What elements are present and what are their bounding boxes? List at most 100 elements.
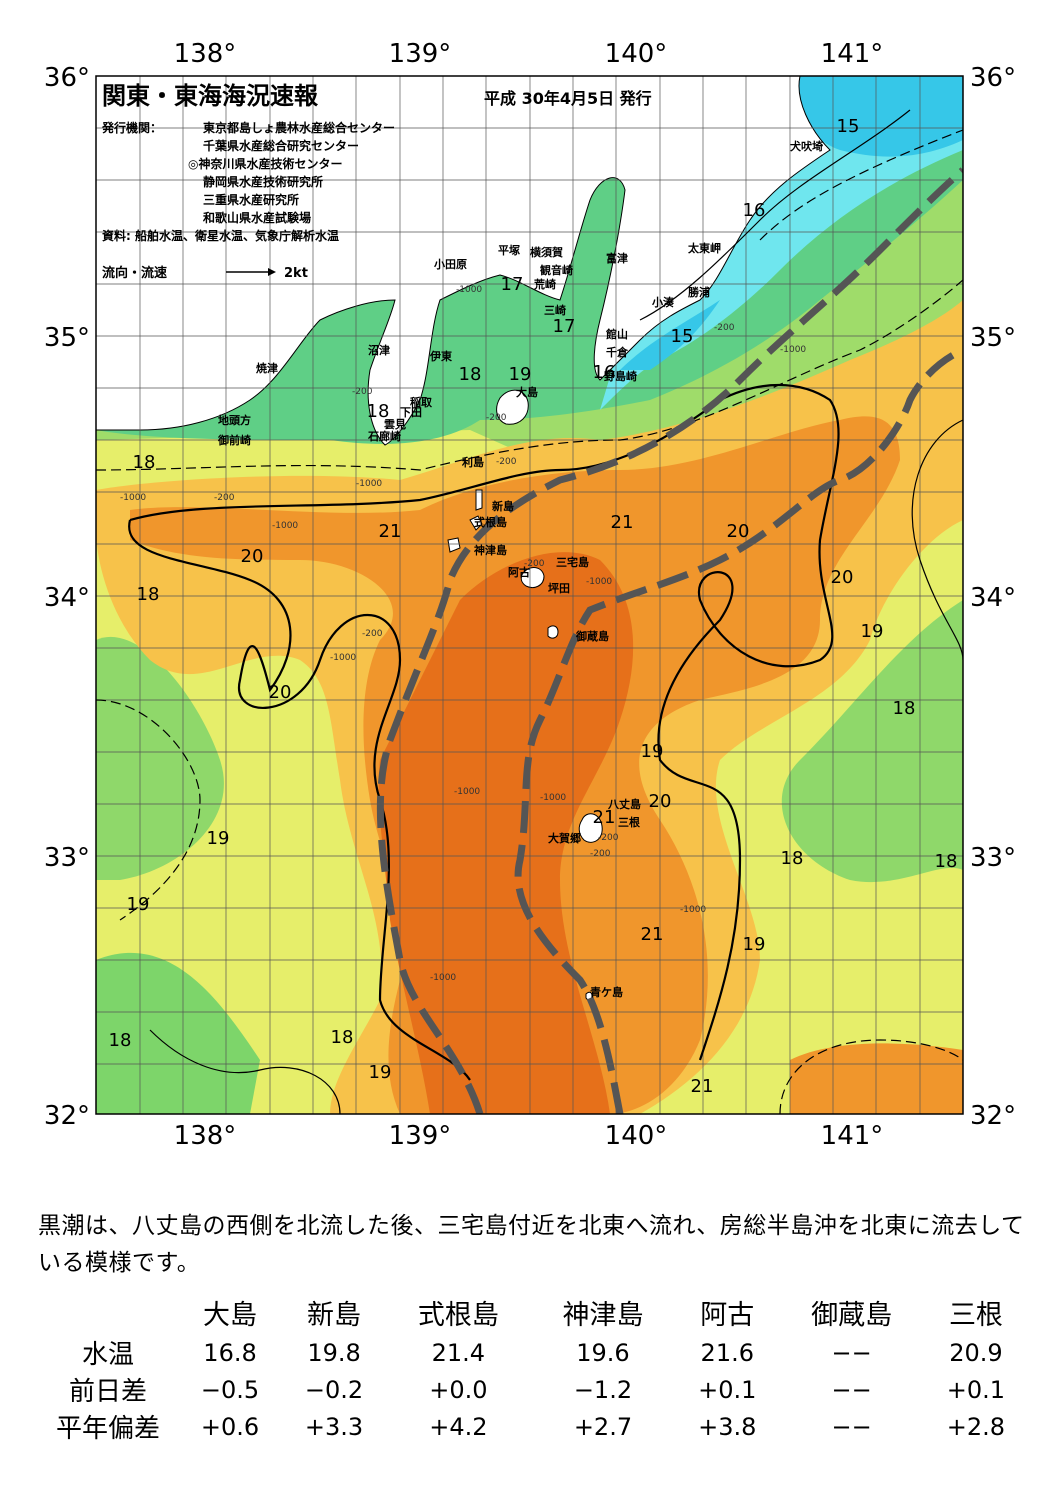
table-cell: 20.9 (949, 1338, 1003, 1367)
svg-text:-1000: -1000 (454, 787, 480, 797)
svg-text:稲取: 稲取 (410, 395, 432, 409)
svg-text:36°: 36° (44, 63, 90, 93)
svg-text:太東岬: 太東岬 (687, 241, 721, 255)
svg-text:17: 17 (501, 274, 524, 295)
kuroshio-axis (376, 167, 963, 1114)
svg-text:19: 19 (743, 934, 766, 955)
kuroshio-description: 黒潮は、八丈島の西側を北流した後、三宅島付近を北東へ流れ、房総半島沖を北東に流去… (38, 1213, 1025, 1276)
svg-text:勝浦: 勝浦 (688, 285, 710, 299)
svg-text:17: 17 (553, 316, 576, 337)
station-shikinejima: 式根島 (417, 1299, 499, 1331)
svg-text:140°: 140° (605, 39, 668, 69)
sea-temperature-map: 138° 139° 140° 141° 138° 139° 140° 141° … (44, 39, 1016, 1151)
station-temperature-table: 大島 新島 式根島 神津島 阿古 御蔵島 三根 水温 16.8 19.8 21.… (38, 1290, 1028, 1445)
issue-date: 平成 30年4月5日 発行 (484, 89, 652, 108)
svg-text:-1000: -1000 (540, 793, 566, 803)
svg-text:18: 18 (331, 1027, 354, 1048)
svg-text:新島: 新島 (492, 499, 514, 513)
svg-text:坪田: 坪田 (548, 582, 570, 595)
svg-text:-200: -200 (590, 849, 611, 859)
svg-text:19: 19 (861, 621, 884, 642)
svg-text:19: 19 (369, 1062, 392, 1083)
svg-text:19: 19 (127, 894, 150, 915)
row-label: 平年偏差 (55, 1414, 160, 1444)
svg-text:18: 18 (893, 698, 916, 719)
svg-text:21: 21 (593, 807, 616, 828)
table-cell: −− (831, 1338, 872, 1367)
table-header-row: 大島 新島 式根島 神津島 阿古 御蔵島 三根 (38, 1290, 1028, 1334)
svg-text:-1000: -1000 (356, 479, 382, 489)
svg-text:-200: -200 (496, 457, 517, 467)
table-row-daily-diff: 前日差 −0.5 −0.2 +0.0 −1.2 +0.1 −− +0.1 (38, 1371, 1028, 1408)
svg-text:20: 20 (649, 791, 672, 812)
svg-text:36°: 36° (970, 63, 1016, 93)
table-cell: −− (831, 1412, 872, 1441)
svg-text:式根島: 式根島 (474, 515, 507, 529)
table-cell: 21.6 (700, 1338, 754, 1367)
svg-text:-200: -200 (598, 833, 619, 843)
table-cell: 19.6 (576, 1338, 630, 1367)
svg-text:18: 18 (459, 364, 482, 385)
svg-text:-1000: -1000 (780, 345, 806, 355)
svg-text:御前崎: 御前崎 (217, 433, 251, 447)
svg-text:-200: -200 (486, 413, 507, 423)
svg-text:阿古: 阿古 (508, 565, 530, 579)
svg-text:-1000: -1000 (680, 905, 706, 915)
svg-text:20: 20 (727, 521, 750, 542)
svg-text:34°: 34° (970, 583, 1016, 613)
svg-text:-1000: -1000 (456, 285, 482, 295)
svg-text:35°: 35° (44, 323, 90, 353)
svg-text:石廊崎: 石廊崎 (367, 429, 401, 443)
svg-text:小湊: 小湊 (651, 295, 674, 309)
svg-text:20: 20 (241, 546, 264, 567)
svg-text:19: 19 (207, 828, 230, 849)
svg-text:東京都島しょ農林水産総合センター: 東京都島しょ農林水産総合センター (203, 120, 395, 135)
svg-text:大島: 大島 (516, 385, 538, 399)
table-cell: +0.1 (698, 1375, 757, 1404)
svg-text:観音崎: 観音崎 (540, 263, 573, 277)
lat-labels-right: 36° 35° 34° 33° 32° (970, 63, 1016, 1131)
svg-text:犬吠埼: 犬吠埼 (790, 139, 823, 153)
place-names: 犬吠埼 太東岬 勝浦 小湊 富津 館山 千倉 野島崎 観音崎 横須賀 荒崎 三崎… (217, 139, 823, 999)
svg-text:館山: 館山 (605, 327, 628, 341)
svg-text:流向・流速: 流向・流速 (102, 265, 167, 281)
svg-text:◎神奈川県水産技術センター: ◎神奈川県水産技術センター (188, 156, 342, 171)
table-cell: +0.6 (200, 1412, 260, 1441)
svg-text:138°: 138° (174, 1121, 237, 1151)
svg-text:沼津: 沼津 (368, 343, 390, 357)
station-ako: 阿古 (700, 1299, 755, 1331)
svg-text:青ケ島: 青ケ島 (590, 985, 623, 999)
lon-labels-bottom: 138° 139° 140° 141° (174, 1121, 884, 1151)
svg-text:21: 21 (691, 1076, 714, 1097)
svg-text:33°: 33° (44, 843, 90, 873)
svg-text:-1000: -1000 (272, 521, 298, 531)
svg-text:-200: -200 (214, 493, 235, 503)
table-cell: +2.8 (946, 1412, 1006, 1441)
svg-text:141°: 141° (821, 1121, 884, 1151)
svg-text:18: 18 (935, 851, 958, 872)
svg-text:神津島: 神津島 (474, 543, 507, 557)
land-oshima (496, 389, 529, 425)
svg-text:大賀郷: 大賀郷 (548, 831, 581, 845)
lat-labels-left: 36° 35° 34° 33° 32° (44, 63, 90, 1131)
table-row-normal-anomaly: 平年偏差 +0.6 +3.3 +4.2 +2.7 +3.8 −− +2.8 (38, 1408, 1028, 1445)
svg-text:荒崎: 荒崎 (533, 277, 556, 291)
issuer-list: 発行機関： 東京都島しょ農林水産総合センター 千葉県水産総合研究センター ◎神奈… (101, 120, 395, 243)
table-row-water-temp: 水温 16.8 19.8 21.4 19.6 21.6 −− 20.9 (38, 1334, 1028, 1371)
svg-text:三宅島: 三宅島 (556, 555, 589, 569)
table-cell: −− (831, 1375, 872, 1404)
svg-text:横須賀: 横須賀 (530, 245, 563, 259)
map-border (95, 75, 964, 1115)
flow-legend: 流向・流速 2kt (102, 265, 308, 281)
svg-text:小田原: 小田原 (433, 257, 467, 271)
svg-text:千葉県水産総合研究センター: 千葉県水産総合研究センター (203, 138, 359, 153)
station-oshima: 大島 (203, 1299, 258, 1331)
svg-text:33°: 33° (970, 843, 1016, 873)
table-cell: 16.8 (203, 1338, 257, 1367)
lon-labels-top: 138° 139° 140° 141° (174, 39, 884, 69)
svg-text:19: 19 (509, 364, 532, 385)
svg-text:千倉: 千倉 (606, 345, 629, 359)
svg-text:140°: 140° (605, 1121, 668, 1151)
svg-text:139°: 139° (389, 39, 452, 69)
svg-text:雲見: 雲見 (384, 418, 406, 431)
